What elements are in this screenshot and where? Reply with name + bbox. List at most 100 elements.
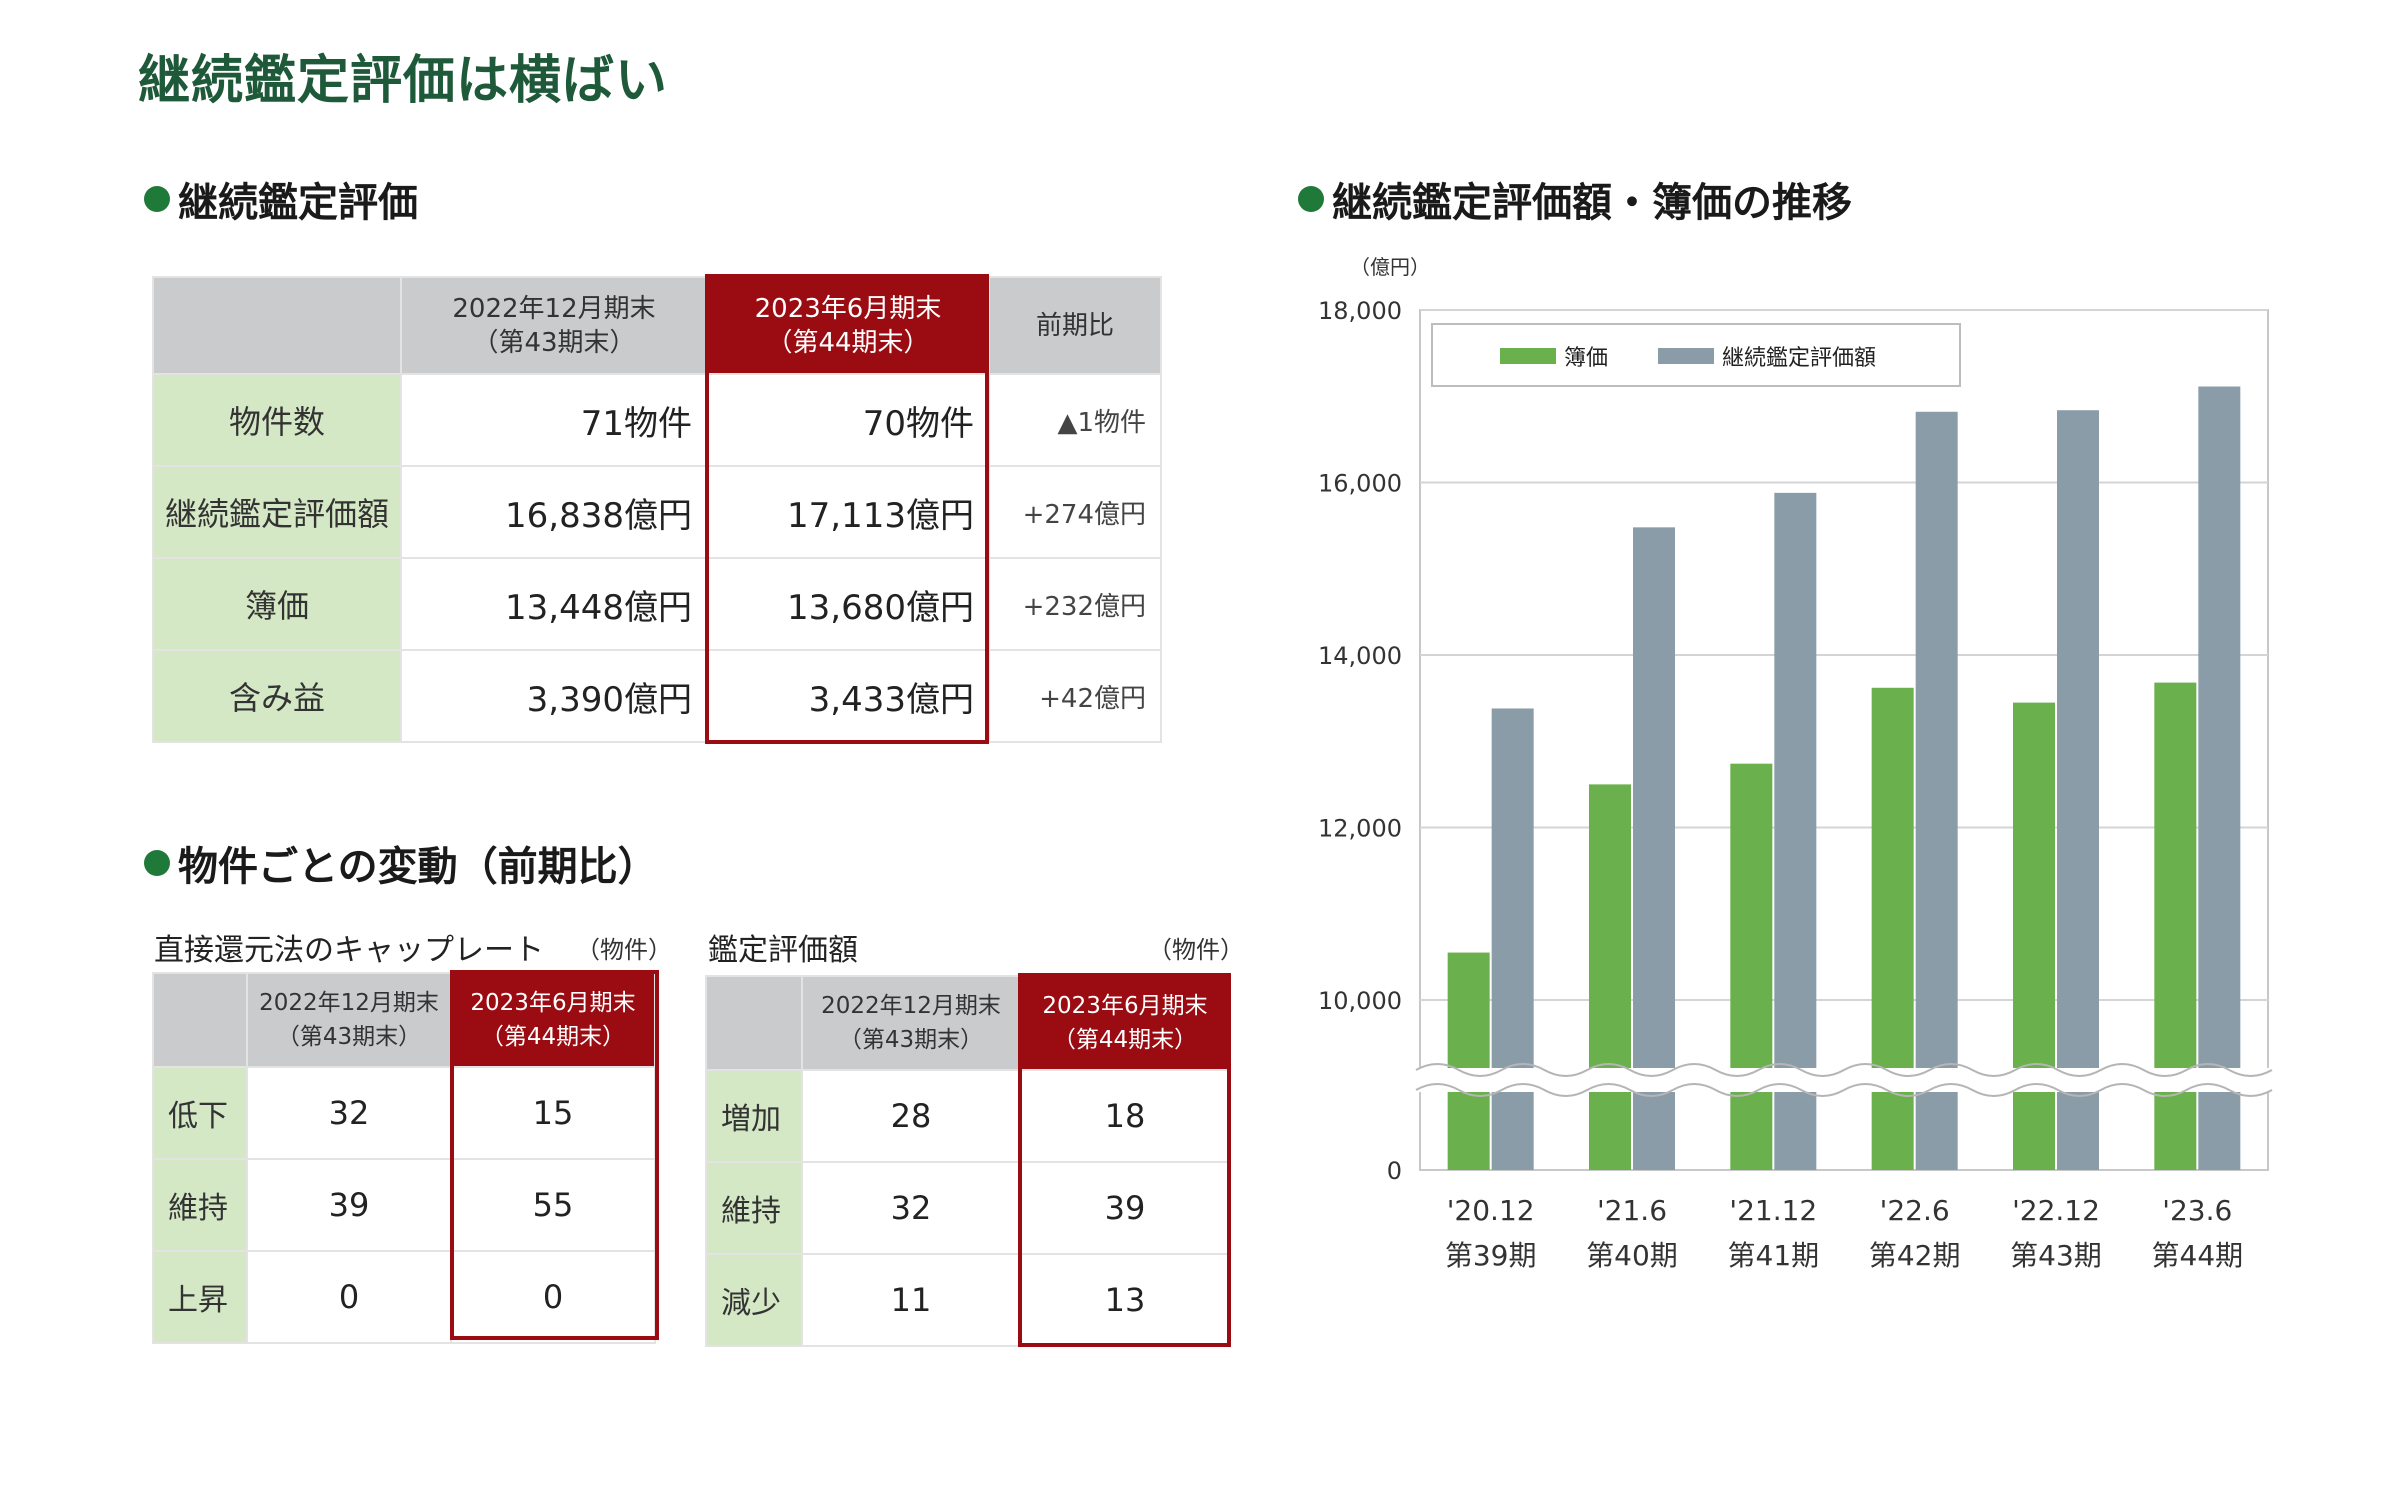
- cap-rate-label: 直接還元法のキャップレート: [154, 933, 544, 968]
- x-tick-label: '20.12: [1447, 1194, 1535, 1227]
- bar-book-value: [1589, 784, 1631, 1170]
- legend-swatch-appraisal-value: [1658, 348, 1714, 364]
- bar-appraisal-value: [1774, 492, 1817, 1171]
- row-label: 物件数: [152, 373, 402, 467]
- curr-value: 18: [1019, 1069, 1231, 1163]
- prev-value: 13,448億円: [400, 557, 708, 651]
- row-label: 含み益: [152, 649, 402, 743]
- axis-break-band: [1416, 1068, 2272, 1092]
- curr-value: 13,680億円: [706, 557, 990, 651]
- axis-break-line: [1415, 1063, 2273, 1077]
- legend-label-book-value: 簿価: [1564, 346, 1608, 371]
- prev-value: 32: [246, 1066, 452, 1160]
- section-title-text: 物件ごとの変動（前期比）: [178, 844, 658, 890]
- bar-book-value: [1730, 763, 1773, 1170]
- curr-value: 39: [1019, 1161, 1231, 1255]
- x-tick-label: '21.12: [1729, 1194, 1817, 1227]
- row-label: 増加: [705, 1069, 803, 1163]
- prev-value: 16,838億円: [400, 465, 708, 559]
- x-tick-sublabel: 第40期: [1586, 1239, 1678, 1272]
- row-label: 簿価: [152, 557, 402, 651]
- section-title-appraisal: 継続鑑定評価: [144, 170, 418, 228]
- table-row: 簿価 13,448億円 13,680億円 +232億円: [152, 557, 1162, 651]
- table-row: 維持 32 39: [705, 1161, 1231, 1255]
- curr-value: 3,433億円: [706, 649, 990, 743]
- section-title-changes: 物件ごとの変動（前期比）: [144, 834, 658, 892]
- prev-value: 3,390億円: [400, 649, 708, 743]
- appraisal-value-unit: （物件）: [1148, 936, 1244, 964]
- y-unit-label: （億円）: [1350, 255, 1430, 279]
- diff-value: +232億円: [988, 557, 1162, 651]
- x-tick-sublabel: 第42期: [1869, 1239, 1961, 1272]
- table-header-curr: 2023年6月期末 （第44期末）: [1019, 975, 1231, 1071]
- trend-bar-chart: 0 10,000 12,000 14,000 16,000 18,000 （億円） '20.1…: [1318, 255, 2273, 1272]
- section-title-trend: 継続鑑定評価額・簿価の推移: [1298, 170, 1852, 228]
- table-row: 含み益 3,390億円 3,433億円 +42億円: [152, 649, 1162, 743]
- section-title-text: 継続鑑定評価額・簿価の推移: [1332, 180, 1852, 226]
- prev-value: 28: [801, 1069, 1021, 1163]
- table-header-curr: 2023年6月期末 （第44期末）: [450, 972, 656, 1068]
- appraisal-table: 2022年12月期末 （第43期末） 2023年6月期末 （第44期末） 前期比…: [152, 276, 1162, 743]
- page-title: 継続鑑定評価は横ばい: [138, 51, 669, 111]
- cap-rate-unit: （物件）: [576, 936, 672, 964]
- x-tick-sublabel: 第43期: [2010, 1239, 2102, 1272]
- table-header-blank: [152, 972, 248, 1068]
- row-label: 継続鑑定評価額: [152, 465, 402, 559]
- axis-break-line: [1415, 1083, 2273, 1097]
- table-header-prev: 2022年12月期末 （第43期末）: [801, 975, 1021, 1071]
- y-tick-label: 18,000: [1318, 297, 1402, 325]
- bullet-dot-icon: [1298, 186, 1324, 212]
- bar-appraisal-value: [1491, 708, 1534, 1170]
- y-tick-label: 10,000: [1318, 987, 1402, 1015]
- bar-appraisal-value: [2057, 410, 2099, 1170]
- bullet-dot-icon: [144, 850, 170, 876]
- curr-value: 55: [450, 1158, 656, 1252]
- bar-book-value: [2013, 702, 2055, 1170]
- prev-value: 0: [246, 1250, 452, 1344]
- table-header-row: 2022年12月期末 （第43期末） 2023年6月期末 （第44期末）: [152, 972, 656, 1068]
- prev-value: 32: [801, 1161, 1021, 1255]
- legend-swatch-book-value: [1500, 348, 1556, 364]
- bar-appraisal-value: [1633, 527, 1675, 1170]
- x-tick-label: '21.6: [1597, 1194, 1667, 1227]
- table-header-blank: [152, 276, 402, 375]
- row-label: 維持: [705, 1161, 803, 1255]
- diff-value: +42億円: [988, 649, 1162, 743]
- appraisal-value-label: 鑑定評価額: [708, 933, 858, 968]
- bar-appraisal-value: [1915, 411, 1958, 1170]
- section-title-text: 継続鑑定評価: [178, 180, 418, 226]
- x-tick-label: '22.12: [2012, 1194, 2100, 1227]
- row-label: 上昇: [152, 1250, 248, 1344]
- bar-appraisal-value: [2198, 386, 2241, 1170]
- prev-value: 71物件: [400, 373, 708, 467]
- table-row: 継続鑑定評価額 16,838億円 17,113億円 +274億円: [152, 465, 1162, 559]
- curr-value: 70物件: [706, 373, 990, 467]
- y-tick-label: 12,000: [1318, 815, 1402, 843]
- table-header-blank: [705, 975, 803, 1071]
- cap-rate-table: 2022年12月期末 （第43期末） 2023年6月期末 （第44期末） 低下 …: [152, 972, 656, 1344]
- prev-value: 39: [246, 1158, 452, 1252]
- table-header-prev: 2022年12月期末 （第43期末）: [400, 276, 708, 375]
- table-row: 減少 11 13: [705, 1253, 1231, 1347]
- table-header-curr: 2023年6月期末 （第44期末）: [706, 276, 990, 375]
- y-tick-label: 14,000: [1318, 642, 1402, 670]
- x-tick-sublabel: 第44期: [2152, 1239, 2244, 1272]
- curr-value: 17,113億円: [706, 465, 990, 559]
- row-label: 低下: [152, 1066, 248, 1160]
- x-tick-label: '23.6: [2162, 1194, 2232, 1227]
- row-label: 維持: [152, 1158, 248, 1252]
- curr-value: 13: [1019, 1253, 1231, 1347]
- legend-label-appraisal-value: 継続鑑定評価額: [1722, 346, 1876, 371]
- table-row: 物件数 71物件 70物件 ▲1物件: [152, 373, 1162, 467]
- appraisal-value-table: 2022年12月期末 （第43期末） 2023年6月期末 （第44期末） 増加 …: [705, 975, 1231, 1347]
- table-header-diff: 前期比: [988, 276, 1162, 375]
- row-label: 減少: [705, 1253, 803, 1347]
- x-tick-label: '22.6: [1880, 1194, 1950, 1227]
- bar-book-value: [2154, 682, 2197, 1170]
- table-row: 低下 32 15: [152, 1066, 656, 1160]
- diff-value: ▲1物件: [988, 373, 1162, 467]
- bullet-dot-icon: [144, 186, 170, 212]
- table-header-row: 2022年12月期末 （第43期末） 2023年6月期末 （第44期末） 前期比: [152, 276, 1162, 375]
- plot-area: [1419, 309, 2269, 1171]
- y-tick-label: 16,000: [1318, 470, 1402, 498]
